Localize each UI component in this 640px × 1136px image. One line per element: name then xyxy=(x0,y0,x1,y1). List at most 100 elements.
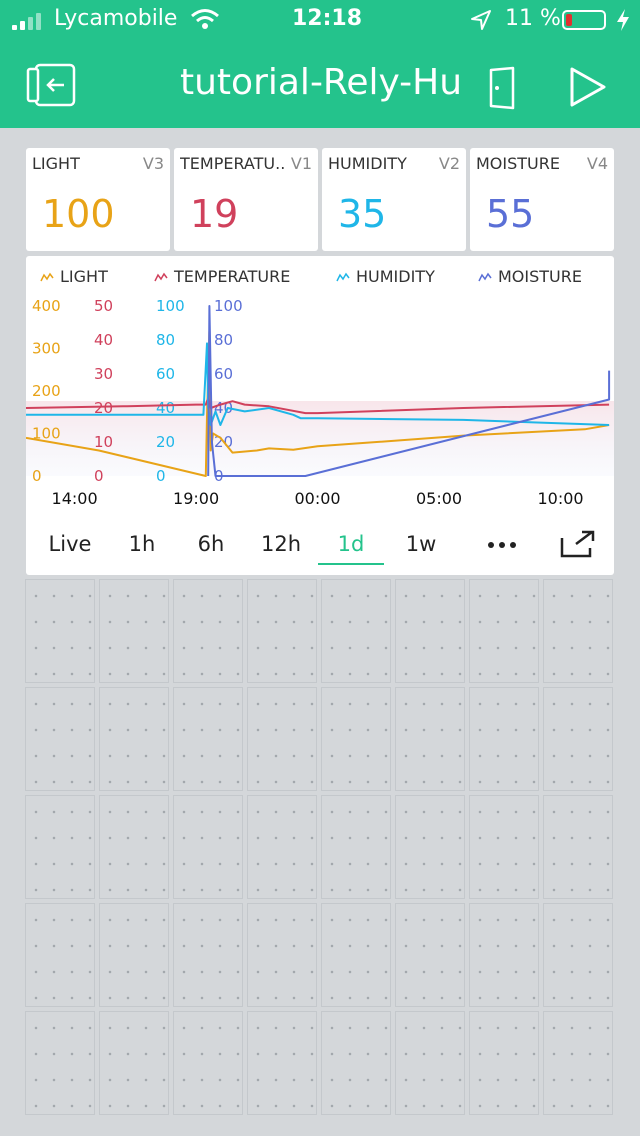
empty-grid-cell[interactable] xyxy=(173,903,243,1007)
y-tick-label: 300 xyxy=(32,340,61,358)
x-tick-label: 19:00 xyxy=(173,489,219,508)
empty-grid-cell[interactable] xyxy=(395,795,465,899)
battery-percent: 11 % xyxy=(505,6,561,31)
y-tick-label: 0 xyxy=(94,467,104,485)
value-display-light[interactable]: LIGHT V3 100 xyxy=(26,148,170,251)
range-6h[interactable]: 6h xyxy=(197,532,225,556)
line-chart-icon xyxy=(154,272,168,282)
more-icon[interactable] xyxy=(486,540,518,550)
empty-grid-cell[interactable] xyxy=(543,687,613,791)
value-display-label: LIGHT xyxy=(32,154,80,173)
empty-grid-cell[interactable] xyxy=(25,903,95,1007)
value-display-label: TEMPERATU... xyxy=(180,154,284,173)
y-tick-label: 20 xyxy=(94,399,113,417)
x-tick-label: 14:00 xyxy=(52,489,98,508)
y-tick-label: 40 xyxy=(214,399,233,417)
y-tick-label: 80 xyxy=(156,331,175,349)
legend-item-temperature[interactable]: TEMPERATURE xyxy=(154,267,290,286)
empty-grid-cell[interactable] xyxy=(395,1011,465,1115)
empty-grid-cell[interactable] xyxy=(25,795,95,899)
empty-grid-cell[interactable] xyxy=(25,579,95,683)
clock: 12:18 xyxy=(292,6,363,31)
range-live[interactable]: Live xyxy=(48,532,92,556)
empty-grid-cell[interactable] xyxy=(247,795,317,899)
value-display-value: 55 xyxy=(486,192,535,236)
location-arrow-icon xyxy=(471,10,491,30)
signal-icon xyxy=(12,12,48,30)
line-chart-icon xyxy=(40,272,54,282)
legend-label: TEMPERATURE xyxy=(174,267,291,286)
empty-grid-cell[interactable] xyxy=(469,903,539,1007)
value-display-pin: V4 xyxy=(586,154,608,173)
y-tick-label: 0 xyxy=(32,467,42,485)
empty-grid-cell[interactable] xyxy=(99,579,169,683)
series-line-temperature xyxy=(26,396,610,415)
empty-grid-cell[interactable] xyxy=(469,795,539,899)
empty-grid-cell[interactable] xyxy=(247,687,317,791)
empty-grid-cell[interactable] xyxy=(25,1011,95,1115)
y-tick-label: 40 xyxy=(156,399,175,417)
widget-canvas[interactable] xyxy=(24,578,616,1118)
door-icon[interactable] xyxy=(488,66,516,110)
value-display-label: MOISTURE xyxy=(476,154,560,173)
y-tick-label: 60 xyxy=(214,365,233,383)
y-tick-label: 80 xyxy=(214,331,233,349)
exit-icon[interactable] xyxy=(26,62,78,108)
empty-grid-cell[interactable] xyxy=(543,579,613,683)
y-tick-label: 20 xyxy=(156,433,175,451)
expand-icon[interactable] xyxy=(560,530,596,558)
range-1h[interactable]: 1h xyxy=(128,532,156,556)
empty-grid-cell[interactable] xyxy=(395,903,465,1007)
legend-item-humidity[interactable]: HUMIDITY xyxy=(336,267,435,286)
empty-grid-cell[interactable] xyxy=(543,795,613,899)
empty-grid-cell[interactable] xyxy=(543,903,613,1007)
line-chart-icon xyxy=(478,272,492,282)
y-tick-label: 60 xyxy=(156,365,175,383)
value-display-value: 35 xyxy=(338,192,387,236)
y-tick-label: 100 xyxy=(214,297,243,315)
empty-grid-cell[interactable] xyxy=(99,903,169,1007)
empty-grid-cell[interactable] xyxy=(543,1011,613,1115)
range-1w[interactable]: 1w xyxy=(405,532,437,556)
empty-grid-cell[interactable] xyxy=(469,1011,539,1115)
chart-plot[interactable]: 4003002001000504030201001008060402001008… xyxy=(26,256,614,516)
empty-grid-cell[interactable] xyxy=(321,795,391,899)
y-tick-label: 10 xyxy=(94,433,113,451)
empty-grid-cell[interactable] xyxy=(321,687,391,791)
legend-label: LIGHT xyxy=(60,267,108,286)
y-tick-label: 40 xyxy=(94,331,113,349)
empty-grid-cell[interactable] xyxy=(173,579,243,683)
empty-grid-cell[interactable] xyxy=(321,903,391,1007)
empty-grid-cell[interactable] xyxy=(173,687,243,791)
empty-grid-cell[interactable] xyxy=(173,1011,243,1115)
empty-grid-cell[interactable] xyxy=(469,687,539,791)
legend-item-moisture[interactable]: MOISTURE xyxy=(478,267,582,286)
empty-grid-cell[interactable] xyxy=(99,795,169,899)
value-display-humidity[interactable]: HUMIDITY V2 35 xyxy=(322,148,466,251)
x-tick-label: 10:00 xyxy=(537,489,583,508)
time-range-bar: Live 1h 6h 12h 1d 1w xyxy=(26,518,614,568)
value-display-temperature[interactable]: TEMPERATU... V1 19 xyxy=(174,148,318,251)
empty-grid-cell[interactable] xyxy=(25,687,95,791)
x-tick-label: 00:00 xyxy=(295,489,341,508)
empty-grid-cell[interactable] xyxy=(321,1011,391,1115)
empty-grid-cell[interactable] xyxy=(173,795,243,899)
legend-label: HUMIDITY xyxy=(356,267,435,286)
empty-grid-cell[interactable] xyxy=(247,1011,317,1115)
empty-grid-cell[interactable] xyxy=(321,579,391,683)
empty-grid-cell[interactable] xyxy=(247,579,317,683)
legend-item-light[interactable]: LIGHT xyxy=(40,267,108,286)
empty-grid-cell[interactable] xyxy=(395,579,465,683)
value-display-moisture[interactable]: MOISTURE V4 55 xyxy=(470,148,614,251)
range-1d[interactable]: 1d xyxy=(337,532,365,556)
range-12h[interactable]: 12h xyxy=(260,532,302,556)
empty-grid-cell[interactable] xyxy=(247,903,317,1007)
superchart-widget[interactable]: LIGHT TEMPERATURE HUMIDITY MOISTURE 400 3… xyxy=(26,256,614,575)
empty-grid-cell[interactable] xyxy=(469,579,539,683)
y-tick-label: 400 xyxy=(32,297,61,315)
play-icon[interactable] xyxy=(568,66,608,108)
empty-grid-cell[interactable] xyxy=(99,687,169,791)
empty-grid-cell[interactable] xyxy=(99,1011,169,1115)
empty-grid-cell[interactable] xyxy=(395,687,465,791)
y-tick-label: 0 xyxy=(156,467,166,485)
